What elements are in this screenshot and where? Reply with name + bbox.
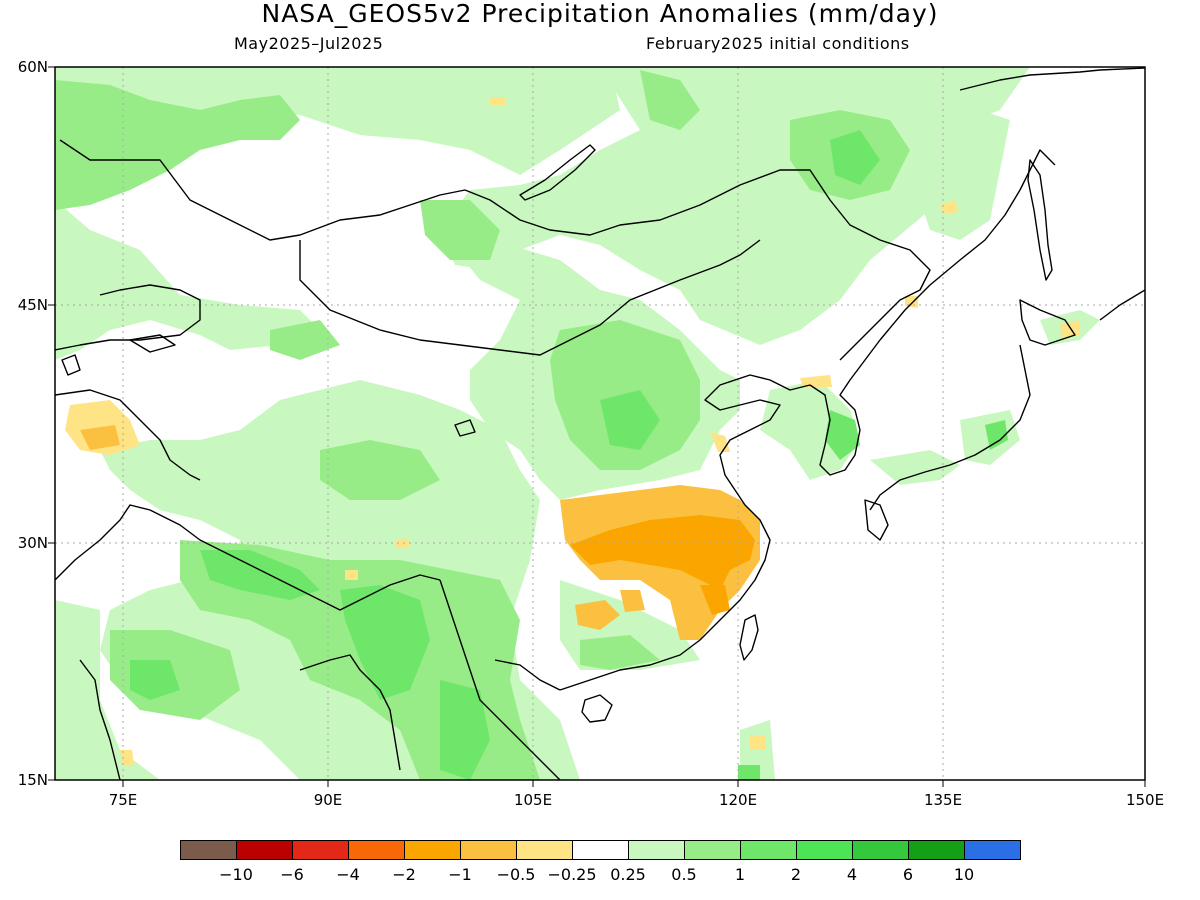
lon-label-150e: 150E — [1125, 791, 1165, 809]
color-bar-label: −1 — [448, 865, 472, 884]
color-bar-label: −4 — [336, 865, 360, 884]
figure-title: NASA_GEOS5v2 Precipitation Anomalies (mm… — [261, 0, 939, 28]
anomaly-1-2 — [130, 130, 1008, 780]
anomaly-neg-1-2 — [570, 515, 755, 615]
color-bar-label: 2 — [790, 865, 802, 884]
color-bar-swatch — [515, 840, 573, 860]
lat-label-45n: 45N — [17, 296, 48, 314]
color-bar-label: 0.5 — [671, 865, 697, 884]
color-bar-label: 0.25 — [610, 865, 646, 884]
color-bar-label: 6 — [902, 865, 914, 884]
color-bar-swatch — [235, 840, 293, 860]
color-bar-swatch — [403, 840, 461, 860]
lon-label-120e: 120E — [718, 791, 758, 809]
lon-label-105e: 105E — [513, 791, 553, 809]
color-bar-label: 10 — [953, 865, 975, 884]
color-bar-swatch — [739, 840, 797, 860]
color-bar-label: −10 — [219, 865, 253, 884]
color-bar-label: −0.25 — [547, 865, 597, 884]
axis-ticks — [48, 66, 1146, 787]
initial-conditions: February2025 initial conditions — [646, 34, 910, 53]
color-bar-swatch — [347, 840, 405, 860]
lon-label-75e: 75E — [108, 791, 138, 809]
color-bar-swatch — [571, 840, 629, 860]
color-bar — [179, 840, 1021, 862]
color-bar-swatch — [907, 840, 965, 860]
color-bar-swatch — [963, 840, 1021, 860]
lat-label-15n: 15N — [17, 771, 48, 789]
color-bar-label: −2 — [392, 865, 416, 884]
color-bar-swatch — [179, 840, 237, 860]
color-bar-swatch — [683, 840, 741, 860]
color-bar-swatch — [459, 840, 517, 860]
color-bar-label: −6 — [280, 865, 304, 884]
color-bar-swatch — [291, 840, 349, 860]
lon-label-135e: 135E — [923, 791, 963, 809]
valid-period: May2025–Jul2025 — [234, 34, 384, 53]
lat-label-30n: 30N — [17, 534, 48, 552]
coastlines-and-borders — [55, 67, 1145, 780]
anomaly-field — [55, 67, 1145, 780]
map-frame — [54, 66, 1146, 781]
color-bar-label: 4 — [846, 865, 858, 884]
color-bar-label: −0.5 — [496, 865, 536, 884]
color-bar-swatch — [627, 840, 685, 860]
color-bar-label: 1 — [734, 865, 746, 884]
color-bar-swatch — [795, 840, 853, 860]
lat-label-60n: 60N — [17, 58, 48, 76]
lon-label-90e: 90E — [313, 791, 343, 809]
color-bar-swatch — [851, 840, 909, 860]
